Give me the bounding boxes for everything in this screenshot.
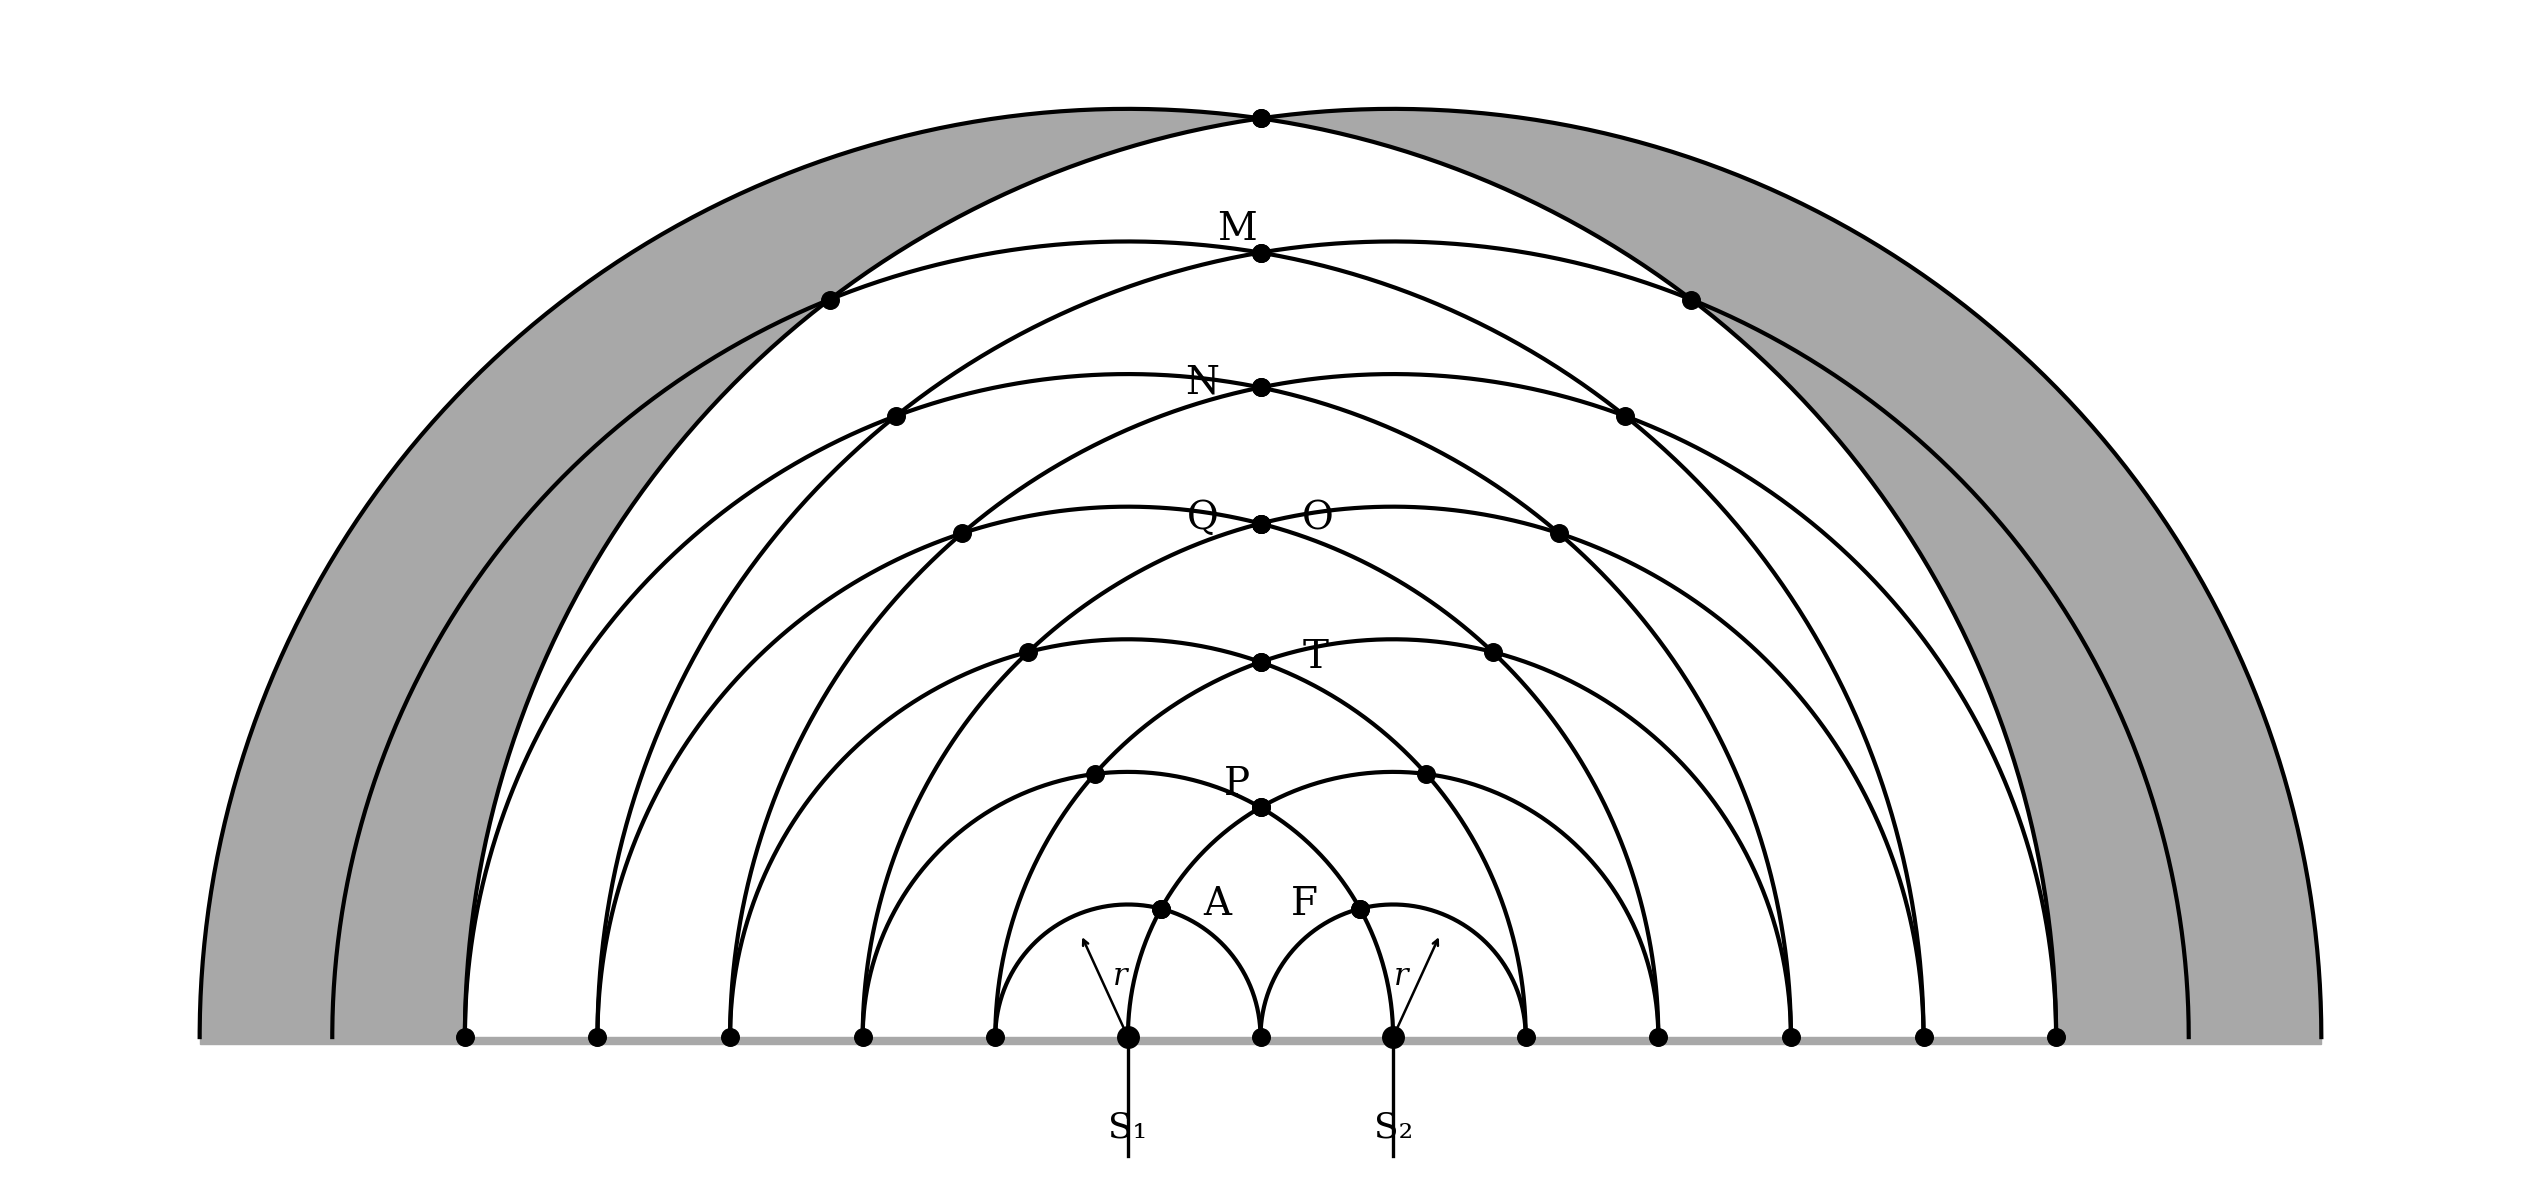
Point [1240, 243, 1281, 263]
Point [1240, 514, 1281, 534]
Point [1142, 899, 1182, 918]
Text: Q: Q [1187, 500, 1218, 537]
Point [1008, 643, 1049, 662]
Text: M: M [1218, 211, 1258, 248]
Text: P: P [1225, 766, 1250, 802]
Point [1240, 243, 1281, 263]
Point [577, 1028, 618, 1047]
Text: r: r [1394, 962, 1409, 993]
Point [1606, 406, 1646, 426]
Point [1671, 290, 1712, 309]
Polygon shape [199, 109, 2322, 1037]
Point [711, 1028, 751, 1047]
Point [1240, 109, 1281, 128]
Text: O: O [1303, 500, 1334, 537]
Point [1639, 1028, 1679, 1047]
Text: S₂: S₂ [1374, 1110, 1412, 1144]
Point [943, 524, 983, 543]
Point [1538, 524, 1578, 543]
Text: S₁: S₁ [1109, 1110, 1147, 1144]
Point [1240, 652, 1281, 671]
Point [1472, 643, 1513, 662]
Polygon shape [199, 1037, 2322, 1043]
Point [1505, 1028, 1545, 1047]
Point [1903, 1028, 1944, 1047]
Point [2037, 1028, 2077, 1047]
Point [1407, 765, 1447, 784]
Point [1074, 765, 1114, 784]
Point [875, 406, 915, 426]
Point [444, 1028, 484, 1047]
Point [1240, 378, 1281, 397]
Point [1240, 109, 1281, 128]
Point [1240, 378, 1281, 397]
Point [1240, 514, 1281, 534]
Point [1240, 1028, 1281, 1047]
Point [1240, 514, 1281, 534]
Point [1339, 899, 1379, 918]
Text: F: F [1291, 886, 1318, 922]
Text: T: T [1303, 639, 1329, 676]
Point [1770, 1028, 1810, 1047]
Point [1240, 797, 1281, 817]
Point [1240, 797, 1281, 817]
Point [1107, 1028, 1147, 1047]
Point [809, 290, 850, 309]
Text: N: N [1185, 364, 1218, 402]
Text: A: A [1203, 886, 1230, 922]
Point [1240, 652, 1281, 671]
Point [1339, 899, 1379, 918]
Point [1374, 1028, 1414, 1047]
Text: r: r [1112, 962, 1127, 993]
Point [976, 1028, 1016, 1047]
Point [842, 1028, 882, 1047]
Point [1142, 899, 1182, 918]
